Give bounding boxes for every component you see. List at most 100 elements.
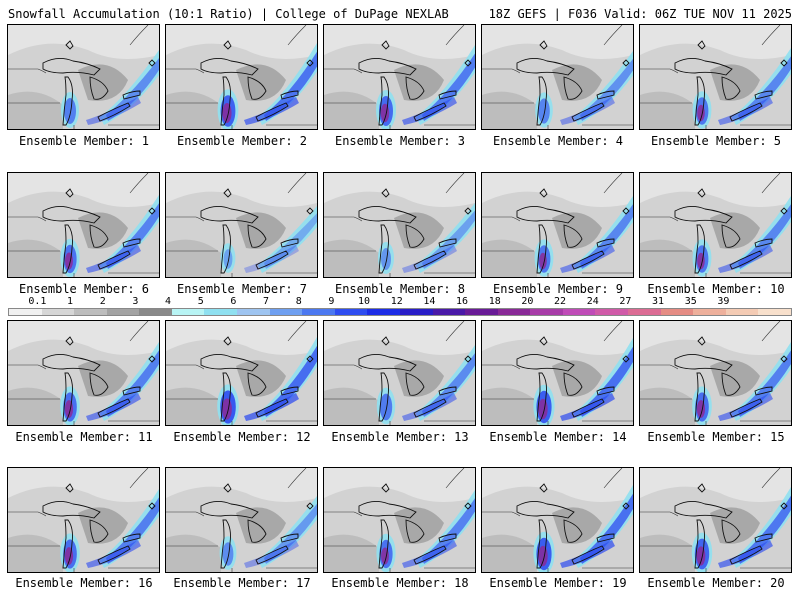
- legend-color-swatch: [41, 309, 75, 315]
- ensemble-map-panel: [7, 24, 160, 130]
- legend-label: 31: [652, 296, 665, 307]
- ensemble-member-label: Ensemble Member: 17: [173, 576, 311, 590]
- legend-label: 16: [456, 296, 469, 307]
- ensemble-member-label: Ensemble Member: 7: [176, 282, 308, 296]
- legend-color-swatch: [302, 309, 335, 315]
- legend-label: 3: [132, 296, 139, 307]
- snowfall-map: [166, 321, 317, 425]
- legend-colorbar: [8, 308, 792, 316]
- legend-color-swatch: [237, 309, 270, 315]
- ensemble-member-label: Ensemble Member: 19: [489, 576, 627, 590]
- ensemble-map-panel: [7, 172, 160, 278]
- ensemble-map-panel: [639, 24, 792, 130]
- ensemble-map-panel: [639, 467, 792, 573]
- ensemble-map-panel: [481, 172, 634, 278]
- ensemble-member-label: Ensemble Member: 15: [647, 430, 785, 444]
- legend-color-swatch: [595, 309, 628, 315]
- legend-label: 7: [263, 296, 270, 307]
- legend-color-swatch: [269, 309, 303, 315]
- snowfall-map: [324, 25, 475, 129]
- legend-color-swatch: [627, 309, 661, 315]
- snowfall-map: [640, 468, 791, 572]
- legend-color-swatch: [9, 309, 42, 315]
- snowfall-map: [482, 25, 633, 129]
- legend-color-swatch: [432, 309, 466, 315]
- snowfall-map: [8, 468, 159, 572]
- snowfall-map: [8, 173, 159, 277]
- legend-color-swatch: [725, 309, 759, 315]
- legend-label: 24: [586, 296, 599, 307]
- legend-color-swatch: [758, 309, 791, 315]
- snowfall-map: [324, 321, 475, 425]
- ensemble-member-label: Ensemble Member: 12: [173, 430, 311, 444]
- legend-label: 20: [521, 296, 534, 307]
- legend-color-swatch: [465, 309, 498, 315]
- snowfall-map: [482, 468, 633, 572]
- snowfall-map: [482, 321, 633, 425]
- ensemble-map-panel: [639, 172, 792, 278]
- legend-color-swatch: [106, 309, 140, 315]
- ensemble-member-label: Ensemble Member: 8: [334, 282, 466, 296]
- ensemble-map-panel: [481, 24, 634, 130]
- legend-color-swatch: [562, 309, 596, 315]
- ensemble-map-panel: [165, 320, 318, 426]
- legend-label: 2: [99, 296, 106, 307]
- legend-color-swatch: [367, 309, 400, 315]
- legend-label: 8: [295, 296, 302, 307]
- ensemble-member-label: Ensemble Member: 18: [331, 576, 469, 590]
- ensemble-member-label: Ensemble Member: 16: [15, 576, 153, 590]
- ensemble-member-label: Ensemble Member: 10: [647, 282, 785, 296]
- snowfall-map: [8, 321, 159, 425]
- ensemble-map-panel: [7, 467, 160, 573]
- legend-label: 27: [619, 296, 632, 307]
- ensemble-map-panel: [481, 320, 634, 426]
- legend-label: 6: [230, 296, 237, 307]
- ensemble-member-label: Ensemble Member: 9: [492, 282, 624, 296]
- ensemble-map-panel: [323, 320, 476, 426]
- ensemble-map-panel: [481, 467, 634, 573]
- title-left: Snowfall Accumulation (10:1 Ratio) | Col…: [8, 7, 449, 21]
- legend-label: 5: [197, 296, 204, 307]
- snowfall-map: [640, 321, 791, 425]
- legend-color-swatch: [693, 309, 726, 315]
- snowfall-map: [324, 468, 475, 572]
- legend-label: 4: [165, 296, 172, 307]
- snowfall-map: [482, 173, 633, 277]
- legend-color-swatch: [660, 309, 694, 315]
- ensemble-map-panel: [323, 467, 476, 573]
- title-right: 18Z GEFS | F036 Valid: 06Z TUE NOV 11 20…: [488, 7, 792, 21]
- ensemble-member-label: Ensemble Member: 2: [176, 134, 308, 148]
- snowfall-map: [8, 25, 159, 129]
- ensemble-member-label: Ensemble Member: 3: [334, 134, 466, 148]
- ensemble-map-panel: [7, 320, 160, 426]
- ensemble-member-label: Ensemble Member: 1: [18, 134, 150, 148]
- legend-color-swatch: [334, 309, 368, 315]
- legend-color-swatch: [139, 309, 172, 315]
- snowfall-map: [640, 173, 791, 277]
- snowfall-map: [324, 173, 475, 277]
- legend-color-swatch: [74, 309, 107, 315]
- ensemble-member-label: Ensemble Member: 13: [331, 430, 469, 444]
- ensemble-member-label: Ensemble Member: 6: [18, 282, 150, 296]
- color-legend: 0.1 1 2 3 4 5 6 7 8 9 10 12 14 16 18 20 22 24 27 31 35 39: [8, 297, 792, 317]
- ensemble-member-label: Ensemble Member: 4: [492, 134, 624, 148]
- legend-color-swatch: [497, 309, 531, 315]
- legend-color-swatch: [204, 309, 238, 315]
- legend-label: 9: [328, 296, 335, 307]
- legend-label: 0.1: [28, 296, 47, 307]
- ensemble-member-label: Ensemble Member: 5: [650, 134, 782, 148]
- snowfall-map: [166, 25, 317, 129]
- ensemble-map-panel: [165, 172, 318, 278]
- ensemble-map-panel: [323, 172, 476, 278]
- legend-color-swatch: [530, 309, 563, 315]
- legend-label: 10: [358, 296, 371, 307]
- legend-labels: 0.1 1 2 3 4 5 6 7 8 9 10 12 14 16 18 20 22 24 27 31 35 39: [8, 297, 792, 307]
- ensemble-member-label: Ensemble Member: 20: [647, 576, 785, 590]
- ensemble-map-panel: [165, 24, 318, 130]
- ensemble-map-panel: [323, 24, 476, 130]
- legend-color-swatch: [171, 309, 205, 315]
- legend-label: 14: [423, 296, 436, 307]
- legend-label: 1: [67, 296, 74, 307]
- legend-color-swatch: [399, 309, 433, 315]
- snowfall-map: [166, 173, 317, 277]
